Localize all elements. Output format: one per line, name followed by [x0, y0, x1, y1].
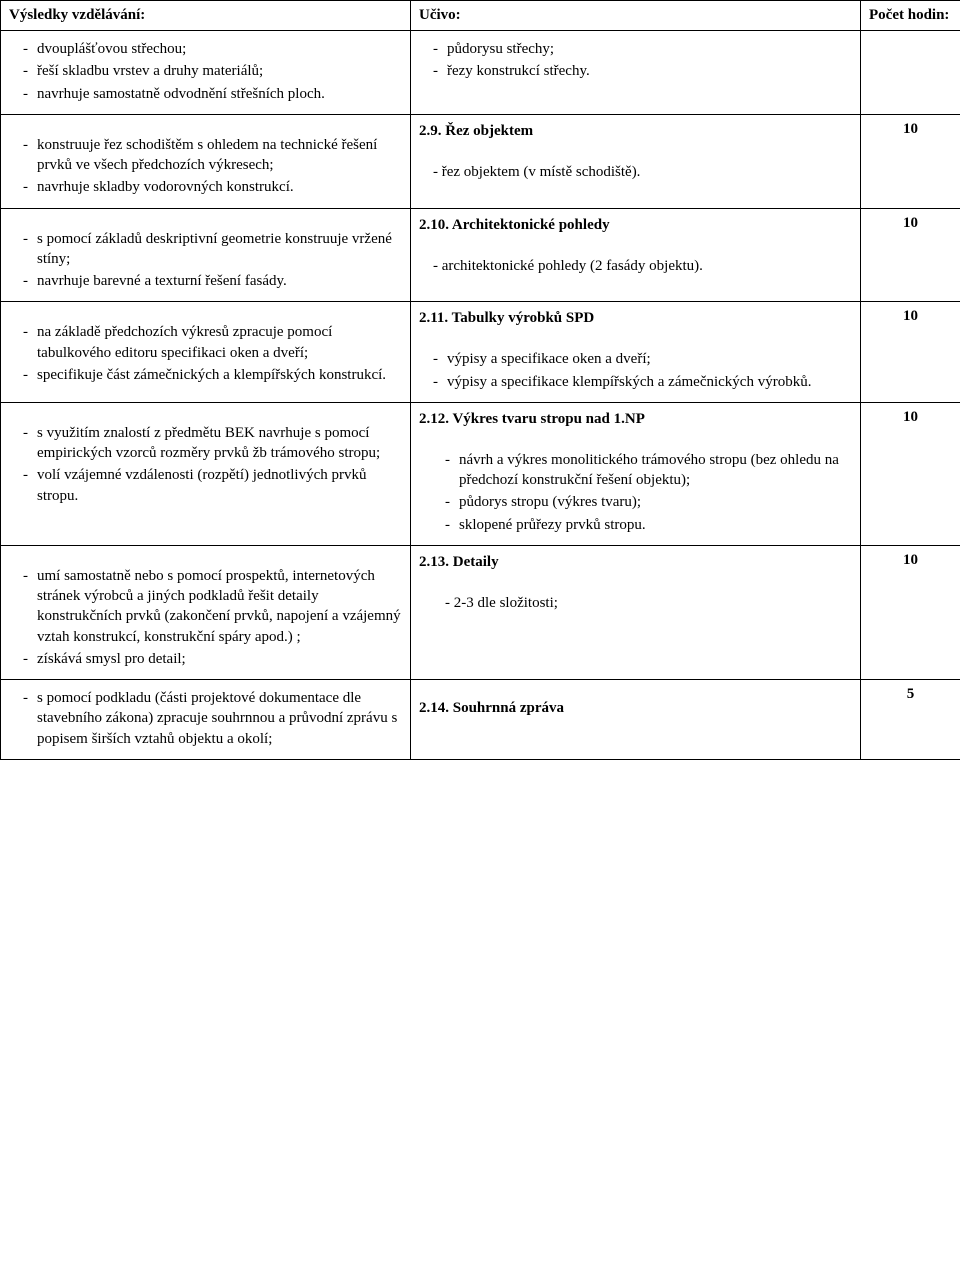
list-item: s pomocí podkladu (části projektové doku…	[23, 688, 402, 749]
right-plain: - architektonické pohledy (2 fasády obje…	[433, 256, 852, 276]
hours-cell: 10	[861, 302, 960, 403]
list-item: navrhuje samostatně odvodnění střešních …	[23, 84, 402, 104]
left-list: umí samostatně nebo s pomocí prospektů, …	[9, 566, 402, 669]
list-item: výpisy a specifikace oken a dveří;	[433, 349, 852, 369]
hours-cell: 10	[861, 402, 960, 545]
list-item: půdorys stropu (výkres tvaru);	[445, 492, 852, 512]
list-item: sklopené průřezy prvků stropu.	[445, 515, 852, 535]
list-item: získává smysl pro detail;	[23, 649, 402, 669]
table-row: s využitím znalostí z předmětu BEK navrh…	[1, 402, 960, 545]
list-item: s využitím znalostí z předmětu BEK navrh…	[23, 423, 402, 464]
table-row: s pomocí podkladu (části projektové doku…	[1, 680, 960, 760]
right-list: půdorysu střechy; řezy konstrukcí střech…	[419, 39, 852, 82]
list-item: půdorysu střechy;	[433, 39, 852, 59]
right-plain: - řez objektem (v místě schodiště).	[433, 162, 852, 182]
list-item: řezy konstrukcí střechy.	[433, 61, 852, 81]
section-title: 2.11. Tabulky výrobků SPD	[419, 310, 852, 327]
hours-cell: 10	[861, 114, 960, 208]
header-col1: Výsledky vzdělávání:	[1, 1, 411, 31]
left-list: s pomocí základů deskriptivní geometrie …	[9, 229, 402, 292]
left-list: dvouplášťovou střechou; řeší skladbu vrs…	[9, 39, 402, 104]
list-item: na základě předchozích výkresů zpracuje …	[23, 322, 402, 363]
list-item: volí vzájemné vzdálenosti (rozpětí) jedn…	[23, 465, 402, 506]
list-item: s pomocí základů deskriptivní geometrie …	[23, 229, 402, 270]
section-title: 2.12. Výkres tvaru stropu nad 1.NP	[419, 411, 852, 428]
right-plain: - 2-3 dle složitosti;	[445, 593, 852, 613]
left-list: konstruuje řez schodištěm s ohledem na t…	[9, 135, 402, 198]
hours-cell: 10	[861, 545, 960, 679]
left-list: na základě předchozích výkresů zpracuje …	[9, 322, 402, 385]
table-row: umí samostatně nebo s pomocí prospektů, …	[1, 545, 960, 679]
section-title: 2.14. Souhrnná zpráva	[419, 700, 852, 717]
list-item: specifikuje část zámečnických a klempířs…	[23, 365, 402, 385]
list-item: návrh a výkres monolitického trámového s…	[445, 450, 852, 491]
left-list: s využitím znalostí z předmětu BEK navrh…	[9, 423, 402, 506]
header-row: Výsledky vzdělávání: Učivo: Počet hodin:	[1, 1, 960, 31]
list-item: řeší skladbu vrstev a druhy materiálů;	[23, 61, 402, 81]
section-title: 2.9. Řez objektem	[419, 123, 852, 140]
list-item: výpisy a specifikace klempířských a záme…	[433, 372, 852, 392]
table-row: dvouplášťovou střechou; řeší skladbu vrs…	[1, 31, 960, 115]
right-list: návrh a výkres monolitického trámového s…	[419, 450, 852, 535]
hours-cell: 5	[861, 680, 960, 760]
hours-cell: 10	[861, 208, 960, 302]
list-item: konstruuje řez schodištěm s ohledem na t…	[23, 135, 402, 176]
list-item: navrhuje skladby vodorovných konstrukcí.	[23, 177, 402, 197]
section-title: 2.10. Architektonické pohledy	[419, 217, 852, 234]
header-col2: Učivo:	[411, 1, 861, 31]
left-list: s pomocí podkladu (části projektové doku…	[9, 688, 402, 749]
table-row: na základě předchozích výkresů zpracuje …	[1, 302, 960, 403]
table-row: konstruuje řez schodištěm s ohledem na t…	[1, 114, 960, 208]
curriculum-table: Výsledky vzdělávání: Učivo: Počet hodin:…	[0, 0, 960, 760]
hours-cell	[861, 31, 960, 115]
right-list: výpisy a specifikace oken a dveří; výpis…	[419, 349, 852, 392]
list-item: dvouplášťovou střechou;	[23, 39, 402, 59]
list-item: navrhuje barevné a texturní řešení fasád…	[23, 271, 402, 291]
table-row: s pomocí základů deskriptivní geometrie …	[1, 208, 960, 302]
header-col3: Počet hodin:	[861, 1, 960, 31]
section-title: 2.13. Detaily	[419, 554, 852, 571]
list-item: umí samostatně nebo s pomocí prospektů, …	[23, 566, 402, 647]
